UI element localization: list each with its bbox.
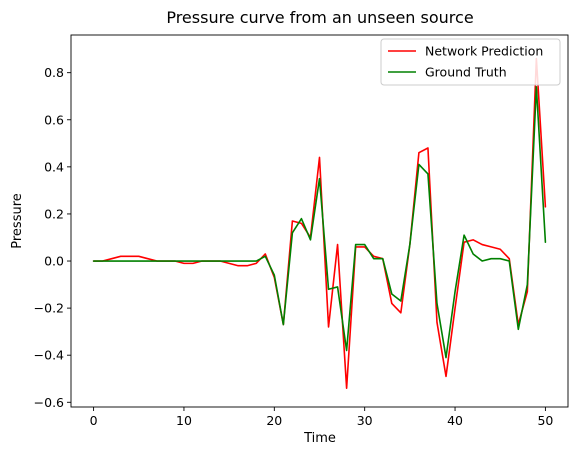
legend-entry-label: Ground Truth bbox=[425, 65, 507, 80]
chart-title: Pressure curve from an unseen source bbox=[166, 8, 473, 27]
legend-entry-label: Network Prediction bbox=[425, 44, 543, 59]
plot-frame bbox=[70, 34, 569, 408]
y-tick-label: 0.8 bbox=[44, 65, 64, 80]
y-tick-label: −0.4 bbox=[34, 348, 64, 363]
legend: Network Prediction Ground Truth bbox=[380, 38, 561, 86]
x-tick-label: 20 bbox=[266, 413, 282, 428]
x-axis-label: Time bbox=[303, 431, 336, 446]
x-tick-label: 30 bbox=[357, 413, 373, 428]
series-line-ground-truth bbox=[92, 86, 547, 359]
x-tick-label: 0 bbox=[90, 413, 98, 428]
y-tick-label: 0.2 bbox=[44, 206, 64, 221]
y-axis-label: Pressure bbox=[10, 193, 25, 249]
axis-ticks: 0 10 20 30 40 50 −0.6 −0.4 −0.2 0.0 0.2 0.4 0.6 0.8 bbox=[34, 65, 554, 428]
y-tick-label: 0.4 bbox=[44, 159, 64, 174]
plot-area bbox=[92, 57, 547, 389]
y-tick-label: −0.6 bbox=[34, 395, 64, 410]
y-tick-label: 0.6 bbox=[44, 112, 64, 127]
legend-box bbox=[380, 38, 561, 86]
x-tick-label: 10 bbox=[176, 413, 192, 428]
x-tick-label: 50 bbox=[537, 413, 553, 428]
y-tick-label: 0.0 bbox=[44, 254, 64, 269]
x-tick-label: 40 bbox=[447, 413, 463, 428]
y-tick-label: −0.2 bbox=[34, 301, 64, 316]
